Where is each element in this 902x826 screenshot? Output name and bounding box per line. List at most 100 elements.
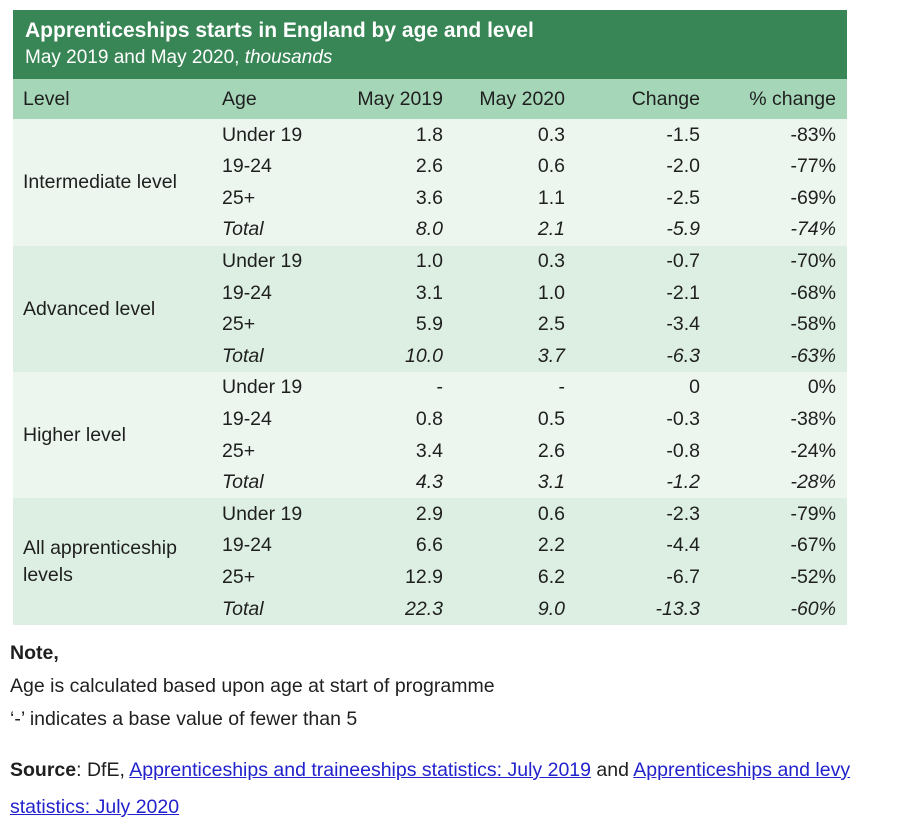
may2020-cell: 2.1: [443, 214, 565, 246]
results-table: Level Age May 2019 May 2020 Change % cha…: [13, 79, 847, 625]
may2020-cell: -: [443, 372, 565, 404]
level-cell: Advanced level: [13, 245, 209, 373]
may2020-cell: 2.6: [443, 435, 565, 467]
source-link-2020[interactable]: Apprenticeships and levy statistics: Jul…: [10, 758, 851, 818]
may2019-cell: 2.6: [321, 150, 443, 183]
may2019-cell: 0.8: [321, 403, 443, 436]
may2020-cell: 0.3: [443, 119, 565, 151]
may2019-cell: 3.4: [321, 435, 443, 467]
may2020-cell: 2.5: [443, 308, 565, 341]
group-advanced-level: Advanced level Under 19 1.0 0.3 -0.7 -70…: [13, 245, 847, 373]
change-cell: -6.3: [565, 340, 700, 373]
age-cell: 19-24: [209, 530, 321, 562]
age-cell: Under 19: [209, 498, 321, 531]
group-intermediate-level: Intermediate level Under 19 1.8 0.3 -1.5…: [13, 119, 847, 246]
change-cell: 0: [565, 372, 700, 404]
group-higher-level: Higher level Under 19 - - 0 0% 19-24 0.8…: [13, 372, 847, 499]
age-cell: Total: [209, 466, 321, 499]
age-cell: 19-24: [209, 277, 321, 309]
source-section: Source: DfE, Apprenticeships and trainee…: [10, 752, 855, 826]
may2019-cell: 6.6: [321, 530, 443, 562]
may2019-cell: 8.0: [321, 214, 443, 246]
change-cell: -5.9: [565, 214, 700, 246]
age-cell: 25+: [209, 182, 321, 215]
may2020-cell: 3.1: [443, 466, 565, 499]
level-cell: All apprenticeship levels: [13, 498, 209, 625]
may2020-cell: 0.6: [443, 150, 565, 183]
level-cell: Intermediate level: [13, 119, 209, 246]
total-row: Total 22.3 9.0 -13.3 -60%: [13, 593, 847, 625]
may2020-cell: 1.0: [443, 277, 565, 309]
pct-change-cell: -28%: [700, 466, 847, 499]
age-cell: Under 19: [209, 119, 321, 151]
pct-change-cell: -68%: [700, 277, 847, 309]
change-cell: -1.5: [565, 119, 700, 151]
may2020-cell: 1.1: [443, 182, 565, 215]
pct-change-cell: -77%: [700, 150, 847, 183]
may2020-cell: 3.7: [443, 340, 565, 373]
pct-change-cell: -67%: [700, 530, 847, 562]
source-label: Source: [10, 758, 77, 781]
subtitle-units: thousands: [244, 46, 333, 68]
apprenticeships-table-block: Apprenticeships starts in England by age…: [13, 10, 847, 625]
may2020-cell: 0.6: [443, 498, 565, 531]
change-cell: -2.0: [565, 150, 700, 183]
column-header-age: Age: [209, 79, 321, 120]
table-subtitle: May 2019 and May 2020, thousands: [25, 45, 835, 71]
subtitle-text: May 2019 and May 2020,: [25, 46, 245, 68]
may2019-cell: 2.9: [321, 498, 443, 531]
change-cell: -2.1: [565, 277, 700, 309]
may2020-cell: 0.5: [443, 403, 565, 436]
table-head: Level Age May 2019 May 2020 Change % cha…: [13, 79, 847, 120]
notes-section: Note, Age is calculated based upon age a…: [10, 637, 870, 736]
table-title: Apprenticeships starts in England by age…: [25, 19, 534, 42]
pct-change-cell: -52%: [700, 561, 847, 594]
source-prefix: : DfE,: [76, 758, 130, 781]
pct-change-cell: -58%: [700, 308, 847, 341]
table-row: Higher level Under 19 - - 0 0%: [13, 372, 847, 499]
column-header-change: Change: [565, 79, 700, 120]
change-cell: -4.4: [565, 530, 700, 562]
may2019-cell: 3.6: [321, 182, 443, 215]
total-row: Total 8.0 2.1 -5.9 -74%: [13, 214, 847, 246]
total-row: Total 10.0 3.7 -6.3 -63%: [13, 340, 847, 373]
may2019-cell: 10.0: [321, 340, 443, 373]
may2020-cell: 9.0: [443, 593, 565, 625]
change-cell: -3.4: [565, 308, 700, 341]
table-row: Intermediate level Under 19 1.8 0.3 -1.5…: [13, 119, 847, 246]
change-cell: -2.5: [565, 182, 700, 215]
group-all-apprenticeship-levels: All apprenticeship levels Under 19 2.9 0…: [13, 498, 847, 625]
pct-change-cell: -70%: [700, 245, 847, 278]
pct-change-cell: -63%: [700, 340, 847, 373]
change-cell: -0.3: [565, 403, 700, 436]
age-cell: Under 19: [209, 372, 321, 404]
may2020-cell: 2.2: [443, 530, 565, 562]
pct-change-cell: 0%: [700, 372, 847, 404]
age-cell: 25+: [209, 308, 321, 341]
table-row: 25+ 3.4 2.6 -0.8 -24%: [13, 435, 847, 467]
source-link-2019[interactable]: Apprenticeships and traineeships statist…: [129, 758, 591, 781]
note-line-age: Age is calculated based upon age at star…: [10, 674, 495, 697]
note-label: Note,: [10, 641, 59, 664]
table-row: 19-24 0.8 0.5 -0.3 -38%: [13, 403, 847, 436]
column-header-may2019: May 2019: [321, 79, 443, 120]
table-row: All apprenticeship levels Under 19 2.9 0…: [13, 498, 847, 625]
table-row: 25+ 5.9 2.5 -3.4 -58%: [13, 308, 847, 341]
may2019-cell: 4.3: [321, 466, 443, 499]
level-cell: Higher level: [13, 372, 209, 499]
change-cell: -0.7: [565, 245, 700, 278]
table-row: Advanced level Under 19 1.0 0.3 -0.7 -70…: [13, 245, 847, 373]
age-cell: Total: [209, 593, 321, 625]
change-cell: -6.7: [565, 561, 700, 594]
pct-change-cell: -69%: [700, 182, 847, 215]
age-cell: Total: [209, 214, 321, 246]
may2019-cell: -: [321, 372, 443, 404]
change-cell: -2.3: [565, 498, 700, 531]
source-middle: and: [590, 758, 634, 781]
column-header-pct-change: % change: [700, 79, 847, 120]
column-header-level: Level: [13, 79, 209, 120]
table-row: 25+ 12.9 6.2 -6.7 -52%: [13, 561, 847, 594]
column-header-row: Level Age May 2019 May 2020 Change % cha…: [13, 79, 847, 120]
age-cell: 19-24: [209, 403, 321, 436]
